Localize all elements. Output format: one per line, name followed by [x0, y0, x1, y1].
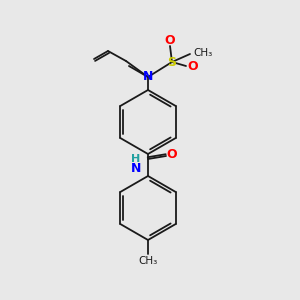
Text: O: O	[188, 59, 198, 73]
Text: S: S	[167, 56, 176, 68]
Text: CH₃: CH₃	[138, 256, 158, 266]
Text: O: O	[167, 148, 177, 161]
Text: N: N	[131, 162, 141, 175]
Text: CH₃: CH₃	[194, 48, 213, 58]
Text: O: O	[165, 34, 175, 46]
Text: H: H	[131, 154, 141, 164]
Text: N: N	[143, 70, 153, 83]
